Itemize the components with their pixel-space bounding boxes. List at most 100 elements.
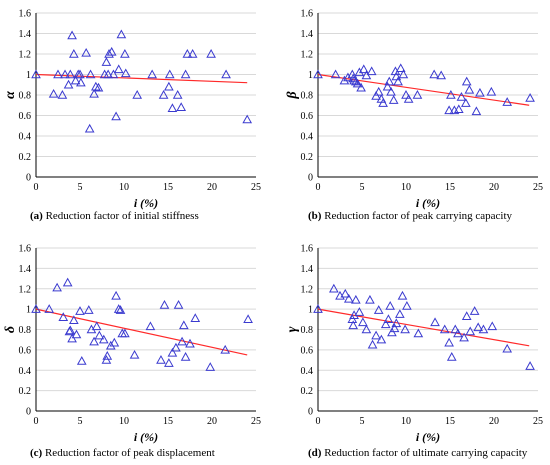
data-point — [439, 324, 450, 334]
data-point — [403, 94, 414, 103]
x-tick-label: 20 — [207, 182, 217, 193]
data-point — [335, 290, 345, 300]
y-tick-label: 0 — [308, 407, 313, 418]
y-tick-label: 1 — [26, 70, 31, 81]
data-point — [104, 48, 114, 58]
data-point — [453, 328, 463, 338]
data-point — [242, 114, 253, 124]
data-point — [65, 69, 76, 79]
data-point — [487, 321, 498, 331]
data-point — [394, 309, 405, 318]
y-tick-label: 1.6 — [301, 9, 314, 20]
data-point — [525, 361, 535, 370]
data-point — [206, 48, 216, 58]
data-point — [167, 347, 178, 357]
caption-a-text: Reduction factor of initial stiffness — [45, 210, 199, 222]
data-point — [105, 340, 116, 350]
data-point — [111, 111, 121, 121]
x-tick-label: 5 — [360, 416, 365, 427]
y-tick-label: 0.4 — [301, 132, 314, 143]
data-point — [57, 89, 68, 99]
data-point — [164, 358, 174, 367]
caption-d-letter: (d) — [308, 447, 322, 459]
data-point — [343, 72, 353, 82]
data-point — [385, 301, 396, 310]
y-tick-label: 1.4 — [19, 264, 32, 275]
data-point — [413, 328, 424, 338]
data-point — [159, 300, 170, 309]
y-tick-label: 1.6 — [301, 244, 314, 255]
y-tick-label: 0 — [26, 173, 31, 184]
x-axis-label: i (%) — [134, 196, 158, 210]
data-point — [220, 344, 231, 354]
x-tick-label: 15 — [445, 182, 455, 193]
data-point — [76, 77, 86, 87]
x-axis-label: i (%) — [134, 430, 158, 444]
data-point — [525, 93, 535, 102]
data-point — [453, 104, 464, 114]
data-point — [389, 323, 400, 333]
y-tick-label: 0.4 — [19, 366, 32, 377]
data-point — [58, 312, 69, 321]
y-tick-label: 0.6 — [301, 111, 314, 122]
data-point — [67, 30, 77, 40]
data-point — [52, 282, 62, 292]
data-point — [164, 69, 175, 79]
data-point — [44, 304, 55, 313]
y-tick-label: 0.2 — [301, 152, 314, 163]
data-point — [85, 69, 96, 79]
trendline — [35, 308, 248, 356]
data-point — [366, 66, 377, 76]
y-tick-label: 1.2 — [19, 50, 32, 61]
y-tick-label: 1.4 — [19, 29, 32, 40]
y-axis-label: α — [3, 91, 18, 99]
x-tick-label: 20 — [207, 416, 217, 427]
data-point — [373, 305, 384, 314]
data-point — [106, 46, 117, 56]
data-point — [164, 81, 174, 91]
data-point — [393, 76, 403, 86]
data-point — [456, 92, 467, 101]
data-point — [102, 350, 113, 360]
data-point — [108, 69, 119, 79]
data-point — [109, 337, 120, 347]
data-point — [75, 306, 85, 315]
data-point — [31, 304, 41, 313]
data-point — [358, 64, 369, 74]
y-tick-label: 1 — [26, 305, 31, 316]
data-point — [53, 69, 63, 79]
data-point — [471, 106, 482, 116]
y-tick-label: 0.4 — [19, 132, 32, 143]
data-point — [459, 332, 469, 342]
data-point — [120, 48, 130, 58]
data-point — [103, 69, 114, 79]
y-tick-label: 0.8 — [301, 91, 314, 102]
data-point — [63, 79, 74, 89]
data-point — [395, 63, 406, 73]
data-point — [340, 288, 351, 298]
trendline — [317, 73, 530, 106]
y-tick-label: 0.4 — [301, 366, 314, 377]
caption-c: (c) Reduction factor of peak displacemen… — [30, 447, 215, 459]
data-point — [397, 290, 408, 300]
caption-b-letter: (b) — [308, 210, 322, 222]
data-point — [91, 321, 102, 331]
caption-a: (a) Reduction factor of initial stiffnes… — [30, 210, 199, 222]
data-point — [373, 86, 384, 96]
data-point — [65, 325, 76, 335]
data-point — [354, 307, 365, 316]
data-point — [313, 69, 323, 79]
data-point — [113, 64, 124, 74]
y-tick-label: 1.2 — [301, 50, 314, 61]
x-tick-label: 0 — [34, 182, 39, 193]
x-tick-label: 0 — [316, 182, 321, 193]
data-point — [460, 98, 471, 107]
caption-b-text: Reduction factor of peak carrying capaci… — [324, 210, 513, 222]
data-point — [380, 319, 391, 329]
caption-b: (b) Reduction factor of peak carrying ca… — [308, 210, 512, 222]
caption-a-letter: (a) — [30, 210, 43, 222]
data-point — [328, 283, 339, 293]
data-point — [111, 290, 121, 300]
data-point — [502, 97, 513, 106]
data-point — [444, 337, 454, 347]
